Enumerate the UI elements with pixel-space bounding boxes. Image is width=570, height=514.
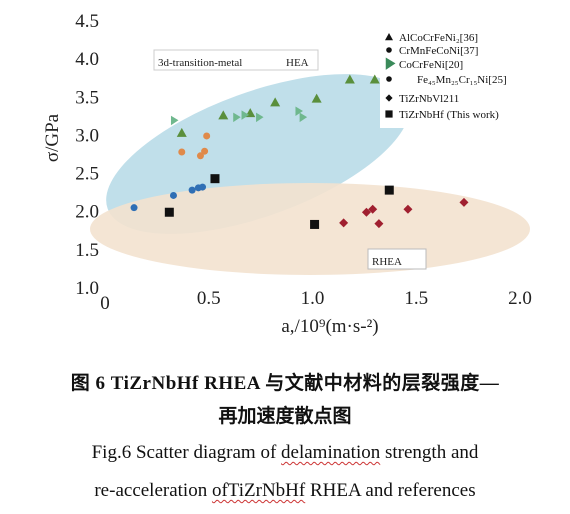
caption-en-line1: Fig.6 Scatter diagram of delamination st… [0, 442, 570, 464]
data-point [299, 112, 308, 123]
caption-en-line2-underlined: ofTiZrNbHf [211, 480, 306, 501]
legend-label: CrMnFeCoNi[37] [399, 45, 478, 57]
data-point [196, 152, 204, 160]
data-point [310, 219, 320, 229]
legend-marker [385, 94, 393, 102]
y-tick-label: 4.5 [75, 11, 99, 32]
data-point [210, 174, 220, 184]
data-point [176, 127, 187, 137]
legend-marker [385, 33, 393, 41]
caption-zh-line2: 再加速度散点图 [218, 406, 352, 427]
y-tick-label: 1.5 [75, 240, 99, 261]
x-tick-label: 0 [100, 293, 110, 314]
data-point [384, 185, 394, 195]
legend-marker [386, 76, 392, 82]
data-point [403, 204, 413, 214]
legend-marker [385, 57, 396, 70]
annotation-hea: HEA [286, 57, 309, 69]
rhea-cluster-ellipse [90, 183, 530, 275]
data-point [169, 191, 177, 199]
data-point [178, 148, 186, 156]
y-tick-label: 2.0 [75, 202, 99, 223]
data-point [311, 93, 322, 103]
rhea-label-box [367, 248, 427, 270]
data-point [369, 74, 380, 84]
data-point [339, 218, 349, 228]
y-tick-label: 1.0 [75, 278, 99, 299]
data-point [130, 204, 138, 212]
legend-marker [386, 47, 392, 53]
data-point [368, 204, 378, 214]
legend: AlCoCrFeNi₂[36]CrMnFeCoNi[37] CoCrFeNi[20… [380, 32, 522, 128]
data-point [270, 97, 281, 107]
annotation-3d-transition-metal: 3d-transition-metal [158, 57, 242, 69]
legend-label: TiZrNbHf (This work) [399, 109, 499, 121]
y-tick-label: 3.5 [75, 87, 99, 108]
data-point [170, 115, 179, 126]
legend-label: Fe₄₅Mn₂₅Cr₁₅Ni[25] [417, 74, 507, 86]
legend-label: AlCoCrFeNi₂[36] [399, 32, 478, 44]
caption-en-line2-post: RHEA and references [305, 480, 476, 501]
y-axis-ticks: 1.0 1.5 2.0 2.5 3.0 3.5 4.0 4.5 [75, 11, 99, 299]
caption-en-line1-underlined: delamination [281, 442, 381, 463]
caption-en-line2: re-acceleration ofTiZrNbHf RHEA and refe… [0, 480, 570, 502]
legend-marker [385, 110, 393, 118]
data-point [218, 110, 229, 120]
data-point [256, 112, 264, 123]
annotation-rhea: RHEA [372, 256, 402, 268]
x-axis-label: a,/10⁹(m·s-²) [281, 316, 378, 337]
caption-en-line1-pre: Fig.6 Scatter diagram of [91, 442, 282, 463]
legend-label: TiZrNbVl211 [399, 93, 459, 105]
y-tick-label: 3.0 [75, 125, 99, 146]
x-tick-label: 0.5 [197, 288, 221, 309]
data-point [203, 132, 211, 140]
data-point [241, 110, 250, 120]
data-points [130, 74, 469, 229]
caption-en-line2-pre: re-acceleration [94, 480, 212, 501]
hea-label-box [153, 49, 319, 71]
data-point [201, 147, 209, 155]
y-tick-label: 4.0 [75, 49, 99, 70]
data-point [295, 106, 303, 117]
y-axis-label: σ/GPa [42, 113, 63, 162]
data-point [459, 197, 469, 207]
data-point [361, 207, 371, 217]
data-point [164, 207, 174, 217]
caption-zh-line1: 图 6 TiZrNbHf RHEA 与文献中材料的层裂强度— [70, 373, 500, 394]
data-point [188, 186, 196, 194]
x-tick-label: 2.0 [508, 288, 532, 309]
data-point [199, 183, 207, 191]
x-tick-label: 1.0 [301, 288, 325, 309]
x-axis-ticks: 0 0.5 1.0 1.5 2.0 [100, 288, 532, 314]
scatter-chart: 3d-transition-metal HEA RHEA 1.0 1.5 2.0 2.… [42, 11, 532, 337]
legend-label: CoCrFeNi[20] [399, 59, 463, 71]
y-tick-label: 2.5 [75, 164, 99, 185]
x-tick-label: 1.5 [404, 288, 428, 309]
data-point [374, 219, 384, 229]
caption-en-line1-post: strength and [380, 442, 479, 463]
data-point [344, 74, 355, 84]
legend-box [380, 32, 522, 128]
data-point [233, 112, 241, 123]
